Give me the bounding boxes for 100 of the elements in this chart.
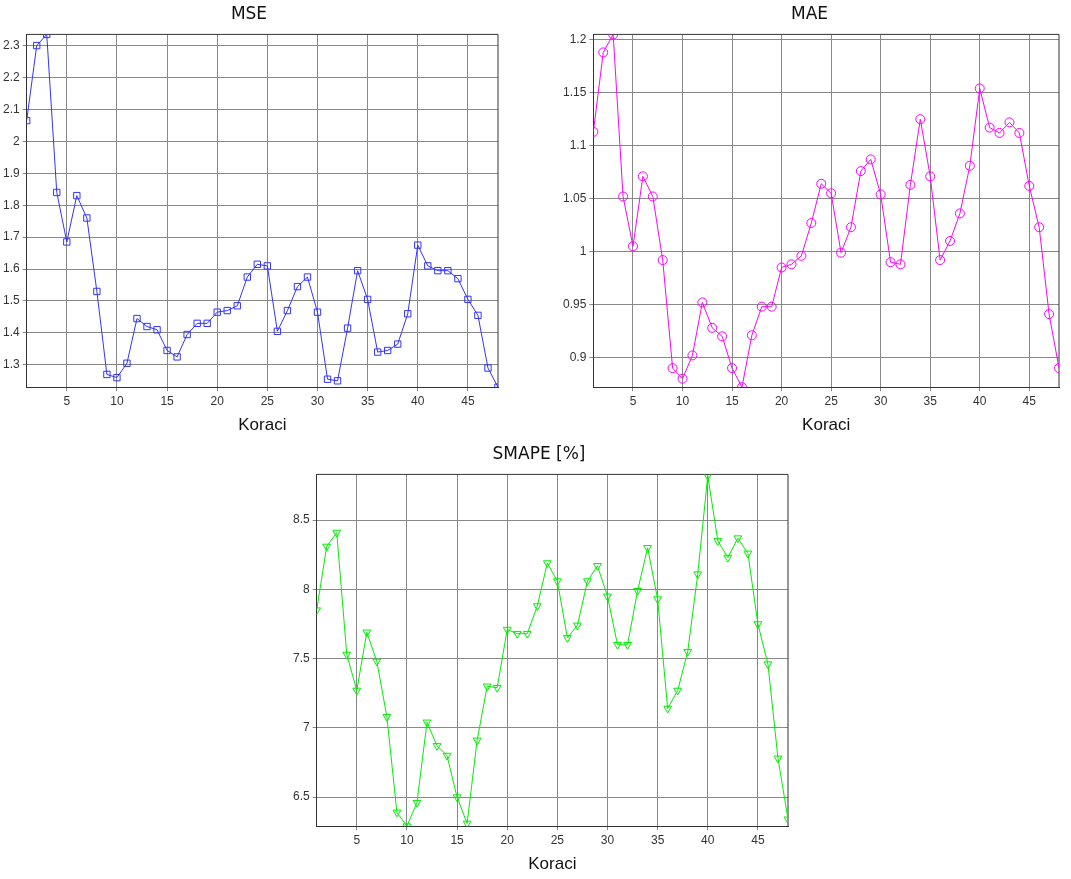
point [677,373,688,384]
y-tick-label: 7.5 [292,650,310,665]
x-tick-label: 30 [600,832,615,847]
point [573,622,582,631]
y-tick-label: 1.9 [2,165,20,180]
point [492,684,502,693]
point [773,755,783,764]
x-tick-label: 40 [973,393,987,408]
point [243,273,251,281]
y-tick-label: 2 [12,133,20,148]
point [562,635,572,643]
point [333,377,342,385]
point [93,287,101,296]
point [263,262,272,270]
point [512,630,522,639]
x-tick-label: 35 [650,832,665,847]
point [643,545,652,553]
point [935,255,946,266]
x-tick-label: 5 [63,393,71,408]
point [332,529,342,538]
y-tick-label: 1.7 [2,229,20,244]
y-tick-label: 1.05 [563,190,587,205]
y-tick-label: 1.3 [2,357,20,372]
y-tick-label: 1.5 [2,293,20,308]
y-tick-label: 1.8 [2,197,20,212]
point [663,705,673,714]
point [472,737,482,746]
point [1004,117,1015,128]
x-tick-label: 15 [450,832,465,847]
point [552,578,562,587]
point [434,266,442,275]
point [522,630,532,639]
point [542,560,552,569]
point [352,687,362,696]
point [753,621,763,629]
point [422,719,432,728]
point [313,308,322,316]
point [33,41,41,50]
point [193,319,201,328]
x-tick-label: 20 [500,832,515,847]
x-tick-label: 30 [310,393,325,408]
point [53,188,61,197]
point [806,217,817,228]
y-tick-label: 0.95 [563,296,587,311]
y-tick-label: 8.5 [292,512,310,527]
point [343,324,352,332]
point [432,743,442,751]
point [895,259,906,270]
y-tick-label: 1.15 [563,84,587,99]
x-tick-label: 25 [550,832,565,847]
chart-title: SMAPE [%] [492,442,586,463]
point [727,363,738,374]
x-tick-label: 20 [774,393,789,408]
x-axis-title: Koraci [528,854,577,874]
y-tick-label: 1 [579,243,587,258]
x-tick-label: 35 [360,393,375,408]
point [697,297,708,308]
point [657,255,668,266]
x-tick-label: 25 [824,393,839,408]
point [363,295,372,304]
chart-title: MSE [230,2,268,23]
point [373,348,382,356]
x-tick-label: 5 [629,393,637,408]
point [627,241,638,252]
point [452,794,462,803]
x-tick-label: 30 [873,393,888,408]
x-axis-title: Koraci [238,415,287,435]
point [1024,180,1035,191]
point [372,658,382,667]
point [342,651,352,660]
x-axis-title: Koraci [802,415,851,435]
chart-title: MAE [790,2,829,23]
point [776,262,787,273]
point [464,295,472,304]
point [673,687,683,696]
point [816,178,827,189]
x-tick-label: 15 [160,393,175,408]
point [462,820,472,827]
point [915,114,926,125]
point [583,578,592,587]
point [717,331,728,342]
point [123,359,131,367]
point [474,311,482,320]
point [454,274,462,283]
point [905,179,916,190]
point [163,346,171,355]
point [532,603,542,611]
point [954,208,965,219]
point [484,364,492,372]
point [223,306,231,315]
x-tick-label: 45 [461,393,475,408]
point [392,809,402,818]
point [273,327,282,336]
y-tick-label: 2.3 [2,37,20,52]
y-tick-label: 1.2 [569,32,587,47]
point [213,308,221,316]
y-tick-label: 2.1 [2,101,20,116]
point [885,257,896,268]
x-tick-label: 10 [675,393,690,408]
point [637,171,648,182]
